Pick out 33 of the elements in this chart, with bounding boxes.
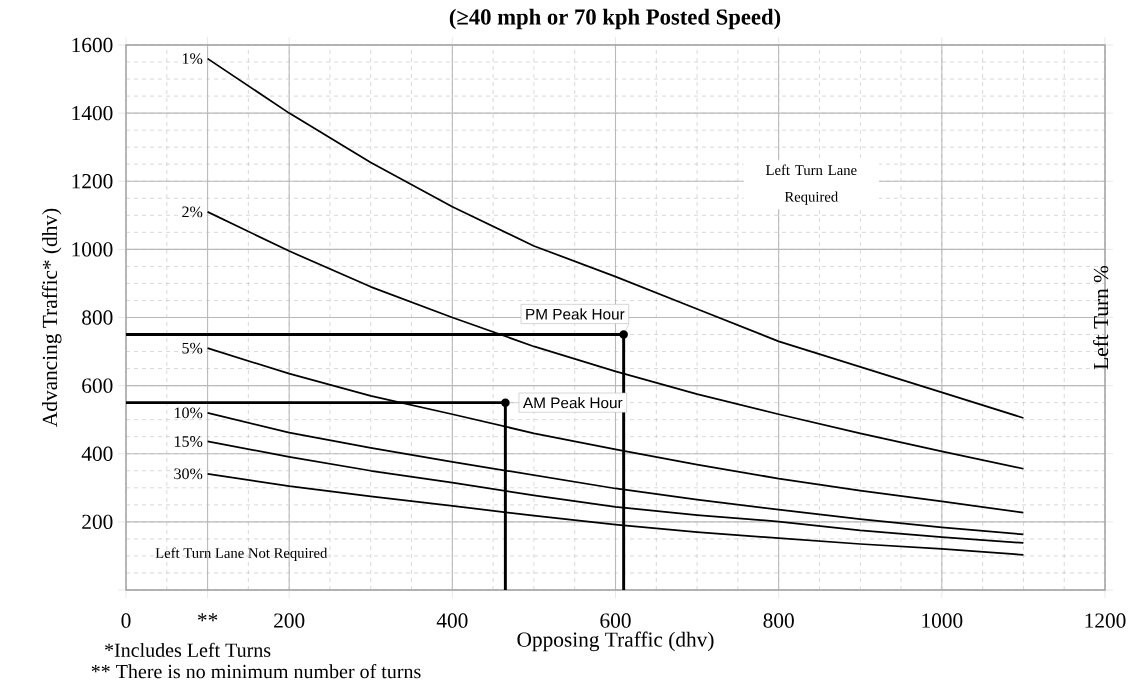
- chart-title: (≥40 mph or 70 kph Posted Speed): [449, 8, 781, 30]
- x-tick-label: 800: [763, 613, 794, 628]
- x-tick-label: 1200: [1085, 613, 1126, 628]
- y-tick-label: 400: [81, 446, 113, 461]
- series-label: 30%: [174, 468, 203, 480]
- x-tick-label: 200: [274, 613, 305, 628]
- x-tick-label: **: [197, 613, 218, 622]
- y-tick-label: 1200: [72, 174, 113, 189]
- series-label: 15%: [174, 436, 203, 447]
- text: ** There is no minimum number of turns: [91, 664, 421, 679]
- y2-axis-title: Left Turn %: [1092, 265, 1109, 370]
- y-axis-title: Advancing Traffic* (dhv): [41, 208, 62, 427]
- y-tick-label: 1000: [72, 242, 113, 257]
- y-tick-label: 1400: [72, 105, 113, 121]
- series-label: 1%: [182, 53, 203, 65]
- series-label: 2%: [182, 206, 203, 218]
- x-tick-label: 400: [436, 613, 468, 628]
- line-series: [206, 57, 1025, 419]
- text: *Includes Left Turns: [105, 642, 271, 657]
- annotation: PM Peak Hour: [526, 308, 625, 320]
- x-axis-title: Opposing Traffic (dhv): [517, 631, 714, 652]
- series-label: 10%: [174, 407, 203, 419]
- annotation: AM Peak Hour: [522, 397, 623, 409]
- x-tick-label: 1000: [922, 613, 963, 628]
- y-tick-label: 1600: [72, 37, 113, 53]
- series-label: 5%: [182, 342, 203, 354]
- annotation: Left Turn Lane Not Required: [155, 547, 328, 561]
- y-tick-label: 600: [82, 378, 113, 393]
- x-tick-label: 600: [600, 613, 631, 628]
- y-tick-label: 200: [82, 514, 113, 530]
- y-tick-label: 800: [82, 310, 113, 325]
- x-tick-label: 0: [121, 613, 131, 628]
- annotation: Left Turn Lane Required: [765, 164, 857, 205]
